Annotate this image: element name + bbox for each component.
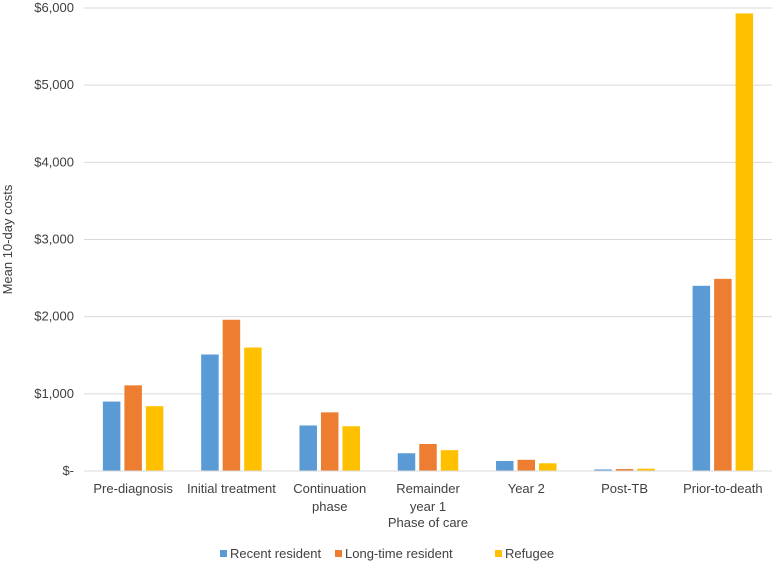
x-tick-label: Year 2: [508, 481, 545, 496]
legend-swatch: [220, 550, 227, 557]
bar: [299, 425, 317, 471]
bar: [440, 450, 459, 471]
x-tick-label: phase: [312, 499, 347, 514]
bar: [102, 401, 121, 471]
y-tick-label: $2,000: [34, 309, 74, 324]
x-axis-title: Phase of care: [388, 515, 468, 530]
legend-label: Recent resident: [230, 546, 321, 561]
x-tick-label: Continuation: [293, 481, 366, 496]
x-tick-label: Initial treatment: [187, 481, 276, 496]
legend-label: Long-time resident: [345, 546, 453, 561]
bar: [201, 354, 219, 471]
x-tick-label: Pre-diagnosis: [93, 481, 173, 496]
legend-swatch: [495, 550, 502, 557]
bar: [320, 412, 339, 471]
bar: [419, 443, 437, 471]
legend-swatch: [335, 550, 342, 557]
bar: [692, 285, 711, 471]
x-tick-label: Remainder: [396, 481, 460, 496]
y-axis-title: Mean 10-day costs: [0, 184, 15, 294]
y-tick-label: $6,000: [34, 0, 74, 15]
y-axis-ticks: $- $1,000 $2,000 $3,000 $4,000 $5,000 $6,000: [34, 0, 74, 478]
bar: [517, 459, 536, 471]
legend: Recent resident Long-time resident Refugee: [220, 546, 554, 561]
bar: [397, 453, 416, 471]
x-tick-label: year 1: [410, 499, 446, 514]
bar: [145, 406, 164, 471]
bar: [714, 278, 732, 471]
y-tick-label: $5,000: [34, 77, 74, 92]
bar: [539, 463, 557, 471]
x-tick-label: Prior-to-death: [683, 481, 762, 496]
bar: [637, 468, 655, 471]
bar: [342, 426, 360, 471]
x-tick-label: Post-TB: [601, 481, 648, 496]
gridlines: [84, 7, 772, 395]
bar: [615, 469, 634, 471]
y-tick-label: $4,000: [34, 154, 74, 169]
y-tick-label: $-: [62, 463, 74, 478]
y-tick-label: $1,000: [34, 386, 74, 401]
bars: [102, 13, 754, 471]
bar: [735, 13, 754, 471]
y-tick-label: $3,000: [34, 232, 74, 247]
bar: [594, 469, 612, 471]
bar: [244, 347, 262, 471]
legend-label: Refugee: [505, 546, 554, 561]
bar: [124, 385, 142, 471]
bar: [496, 460, 514, 471]
x-axis-categories: Pre-diagnosis Initial treatment Continuati…: [93, 481, 762, 514]
bar: [222, 319, 241, 471]
